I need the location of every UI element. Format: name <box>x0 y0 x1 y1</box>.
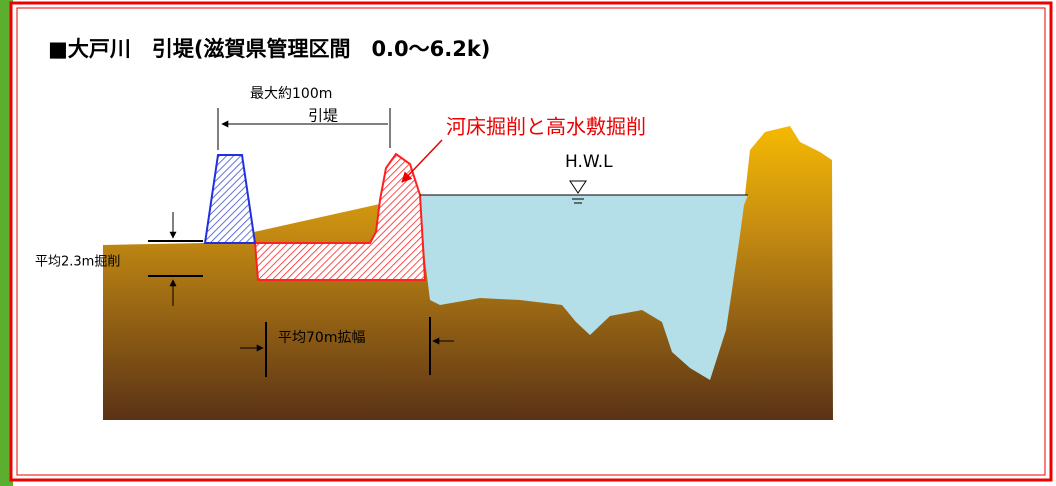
frame-inner <box>16 7 1046 476</box>
max-width-label: 最大約100m <box>250 86 332 102</box>
hwl-label: H.W.L <box>565 152 613 172</box>
depth-label: 平均2.3m掘削 <box>35 255 120 270</box>
leader-arrow <box>401 139 443 183</box>
excavation-label: 河床掘削と高水敷掘削 <box>446 115 646 139</box>
excavation-area <box>253 152 427 281</box>
hwl-symbol <box>569 180 587 194</box>
new-levee <box>203 154 257 244</box>
water <box>420 195 748 380</box>
width-label: 平均70m拡幅 <box>278 330 365 346</box>
title: ■大戸川 引堤(滋賀県管理区間 0.0～6.2k) <box>48 37 490 61</box>
setback-label: 引堤 <box>308 107 338 125</box>
